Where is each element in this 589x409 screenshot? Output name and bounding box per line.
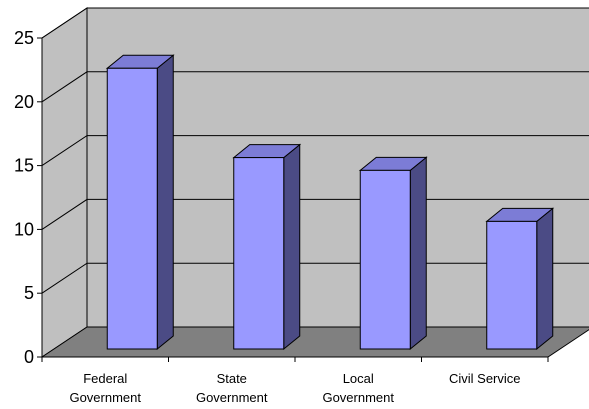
x-category-label-line: Government (322, 390, 394, 405)
gridline (41, 71, 589, 103)
x-category-label: Local Government (322, 371, 394, 405)
bar (232, 143, 302, 351)
bar (105, 54, 175, 351)
x-category-label-line: Government (196, 390, 268, 405)
x-category-label: Civil Service (449, 371, 521, 386)
gridline (41, 7, 589, 39)
gridline (41, 135, 589, 167)
chart-walls (41, 7, 589, 358)
y-tick-label: 15 (14, 156, 34, 176)
x-category-label-line: State (217, 371, 247, 386)
side-wall (41, 7, 88, 358)
x-axis-category-labels: Federal Government State Government Local Gov… (69, 371, 520, 405)
x-category-label-line: Civil Service (449, 371, 521, 386)
bar (485, 207, 555, 351)
bar-front (486, 220, 538, 350)
bar-side (156, 54, 174, 351)
x-category-label: Federal Government (69, 371, 141, 405)
y-tick-label: 5 (24, 283, 34, 303)
bar-side (536, 207, 554, 351)
x-category-label-line: Government (69, 390, 141, 405)
y-tick-label: 10 (14, 219, 34, 239)
bar-side (409, 156, 427, 351)
y-tick-label: 20 (14, 92, 34, 112)
y-tick-label: 25 (14, 28, 34, 48)
bar-front (233, 157, 285, 350)
y-tick-label: 0 (24, 347, 34, 367)
x-category-label-line: Local (343, 371, 374, 386)
bar-side (283, 143, 301, 351)
bar-front (106, 67, 158, 350)
bars (105, 54, 555, 351)
x-category-label-line: Federal (83, 371, 127, 386)
bar (358, 156, 428, 351)
x-category-label: State Government (196, 371, 268, 405)
axes (37, 37, 549, 362)
y-axis-tick-labels: 0 5 10 15 20 25 (14, 28, 34, 367)
bar-front (359, 169, 411, 350)
